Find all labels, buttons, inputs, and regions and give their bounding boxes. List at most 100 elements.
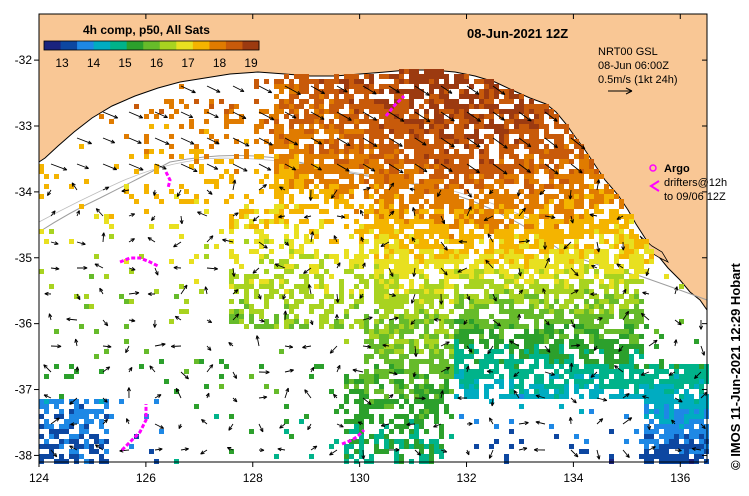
current-arrow [674,319,682,326]
sst-pixel [189,149,194,154]
sst-pixel [424,454,429,459]
sst-pixel [514,154,519,159]
current-arrow [206,266,219,271]
current-arrow [154,163,167,170]
sst-pixel [449,414,454,419]
sst-pixel [344,249,349,254]
sst-pixel [544,294,549,299]
sst-pixel [49,429,54,434]
current-arrow [309,319,314,326]
sst-pixel [569,169,574,174]
sst-pixel [459,129,464,134]
sst-pixel [499,184,504,189]
current-arrow [440,390,444,399]
current-arrow [691,447,702,451]
sst-pixel [444,329,449,334]
sst-pixel [564,179,569,184]
sst-pixel [599,334,604,339]
sst-pixel [359,174,364,179]
sst-pixel [319,149,324,154]
sst-pixel [384,449,389,454]
sst-pixel [349,259,354,264]
sst-pixel [624,329,629,334]
sst-pixel [459,234,464,239]
current-arrow [282,293,287,300]
sst-pixel [529,204,534,209]
current-arrow [50,163,68,171]
product-title: 4h comp, p50, All Sats [83,23,210,37]
sst-pixel [334,114,339,119]
current-arrow [304,389,312,399]
sst-pixel [564,369,569,374]
sst-pixel [484,124,489,129]
sst-pixel [454,284,459,289]
sst-pixel [399,129,404,134]
sst-pixel [464,254,469,259]
sst-pixel [664,424,669,429]
sst-pixel [399,199,404,204]
sst-pixel [494,299,499,304]
sst-pixel [549,154,554,159]
sst-pixel [439,129,444,134]
sst-pixel [469,339,474,344]
sst-pixel [464,109,469,114]
sst-pixel [339,99,344,104]
sst-pixel [289,144,294,149]
sst-pixel [429,334,434,339]
sst-pixel [389,279,394,284]
sst-pixel [399,394,404,399]
sst-pixel [539,389,544,394]
sst-pixel [324,194,329,199]
sst-pixel [394,264,399,269]
sst-pixel [409,369,414,374]
sst-pixel [354,284,359,289]
sst-pixel [674,374,679,379]
sst-pixel [354,229,359,234]
sst-pixel [589,389,594,394]
sst-pixel [279,209,284,214]
sst-pixel [389,334,394,339]
sst-pixel [689,404,694,409]
sst-pixel [514,144,519,149]
sst-pixel [364,189,369,194]
colorbar-swatch [225,41,243,50]
sst-pixel [494,359,499,364]
sst-pixel [689,449,694,454]
sst-pixel [654,369,659,374]
sst-pixel [334,89,339,94]
current-arrow [648,339,658,347]
sst-pixel [479,199,484,204]
sst-pixel [449,159,454,164]
sst-pixel [94,409,99,414]
sst-pixel [314,174,319,179]
sst-pixel [379,389,384,394]
sst-pixel [414,219,419,224]
sst-pixel [399,314,404,319]
sst-pixel [349,79,354,84]
sst-pixel [529,129,534,134]
sst-pixel [499,299,504,304]
sst-pixel [424,249,429,254]
sst-pixel [194,194,199,199]
sst-pixel [569,204,574,209]
sst-pixel [409,169,414,174]
sst-pixel [369,414,374,419]
sst-pixel [69,184,74,189]
sst-pixel [439,244,444,249]
current-arrow [412,371,417,378]
sst-pixel [354,424,359,429]
sst-pixel [419,299,424,304]
sst-pixel [459,319,464,324]
sst-pixel [424,139,429,144]
sst-pixel [424,384,429,389]
sst-pixel [379,129,384,134]
sst-pixel [624,439,629,444]
current-arrow [69,445,78,451]
sst-pixel [179,184,184,189]
sst-pixel [439,109,444,114]
sst-pixel [544,329,549,334]
sst-pixel [314,99,319,104]
sst-pixel [444,134,449,139]
sst-pixel [399,229,404,234]
sst-pixel [634,234,639,239]
